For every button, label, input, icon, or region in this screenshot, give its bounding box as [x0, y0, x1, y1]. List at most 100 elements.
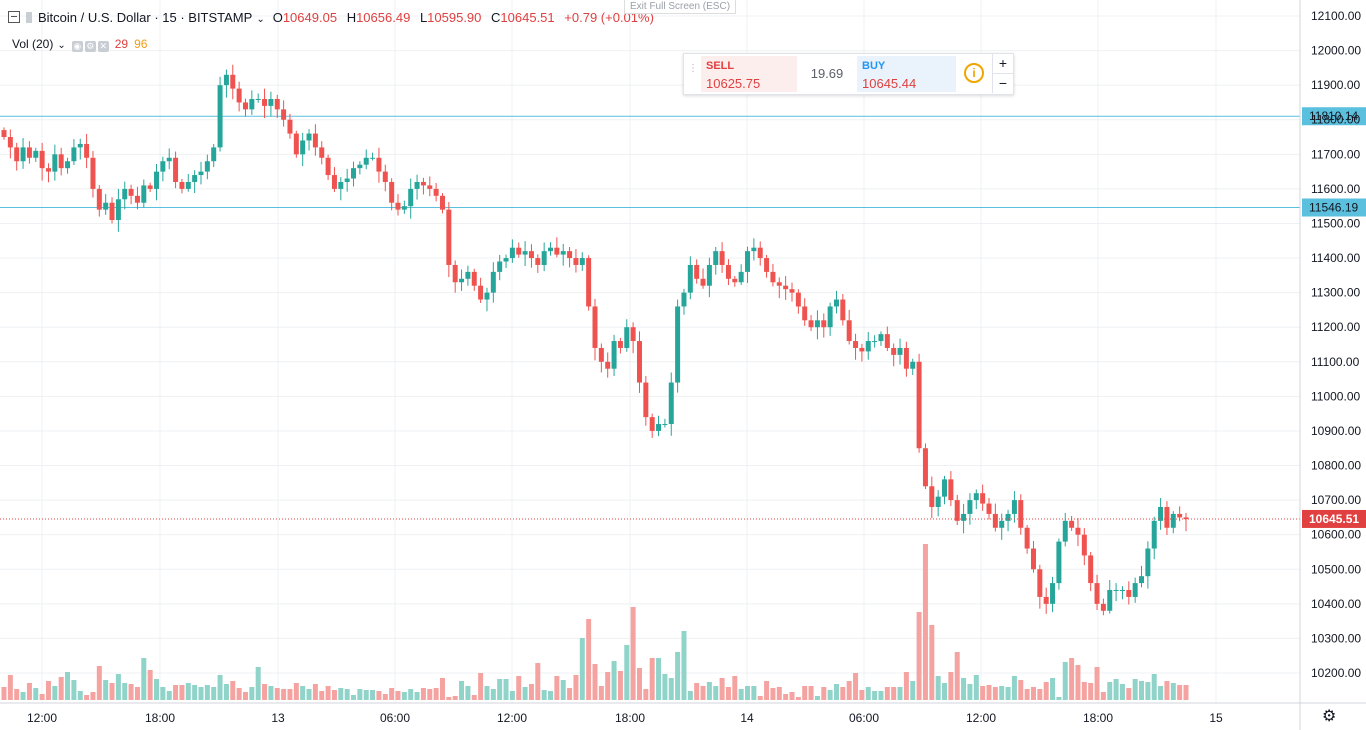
eye-icon[interactable]: ◉: [71, 41, 83, 52]
candle-body: [630, 327, 636, 342]
candle-body: [1011, 500, 1017, 514]
volume-bar: [160, 687, 166, 700]
candle-body: [497, 261, 503, 272]
low-label: L: [419, 10, 428, 25]
candle-body: [770, 271, 776, 283]
symbol-legend: Bitcoin / U.S. Dollar · 15 · BITSTAMP ⌄ O1…: [8, 10, 654, 25]
collapse-icon[interactable]: [8, 11, 20, 23]
candle-body: [357, 164, 363, 169]
close-icon[interactable]: ✕: [97, 41, 109, 52]
volume-bar: [567, 688, 573, 700]
drag-handle-icon[interactable]: ⋮⋮: [688, 63, 708, 74]
sell-button[interactable]: SELL 10625.75: [701, 56, 797, 92]
volume-bar: [338, 688, 344, 700]
info-icon[interactable]: i: [964, 63, 984, 83]
volume-label[interactable]: Vol (20): [12, 37, 54, 51]
volume-bar: [668, 678, 674, 700]
volume-bar: [166, 691, 172, 700]
candle-body: [52, 154, 58, 172]
candle-body: [1164, 507, 1170, 528]
candle-body: [1005, 513, 1011, 521]
volume-bar: [948, 672, 954, 700]
volume-bar: [1132, 679, 1138, 700]
gear-icon[interactable]: ⚙: [84, 41, 96, 52]
volume-bar: [833, 684, 839, 700]
volume-bar: [929, 625, 935, 700]
candle-body: [827, 306, 833, 328]
exit-fullscreen-button[interactable]: Exit Full Screen (ESC): [624, 0, 737, 14]
candle-body: [141, 185, 147, 203]
candle-body: [649, 417, 655, 431]
volume-bar: [65, 672, 71, 700]
chevron-down-icon[interactable]: ⌄: [256, 14, 265, 25]
candle-body: [363, 157, 369, 165]
volume-bar: [452, 696, 458, 700]
volume-bar: [319, 691, 325, 700]
volume-bar: [814, 696, 820, 700]
last-price-label: 10645.51: [1309, 512, 1359, 526]
y-tick-label: 12000.00: [1311, 44, 1361, 58]
candle-body: [395, 202, 401, 210]
candle-body: [567, 251, 573, 259]
candle-body: [39, 150, 45, 169]
volume-bar: [992, 687, 998, 700]
volume-bar: [71, 680, 77, 700]
volume-bar: [376, 691, 382, 700]
volume-bar: [77, 691, 83, 700]
minus-button[interactable]: −: [992, 73, 1013, 93]
x-tick-label: 15: [1209, 711, 1223, 725]
volume-bar: [745, 686, 751, 700]
volume-bar: [891, 687, 897, 700]
candle-body: [134, 195, 140, 203]
candle-body: [745, 251, 751, 272]
candle-body: [643, 382, 649, 418]
candle-body: [503, 258, 509, 262]
volume-bar: [1183, 685, 1189, 700]
candle-body: [319, 147, 325, 158]
candle-body: [1018, 500, 1024, 528]
volume-bar: [300, 686, 306, 700]
candle-body: [757, 247, 763, 259]
volume-bar: [1107, 682, 1113, 700]
high-label: H: [346, 10, 357, 25]
candle-body: [592, 306, 598, 348]
volume-bar: [522, 687, 528, 700]
x-tick-label: 12:00: [27, 711, 57, 725]
volume-bar: [14, 689, 20, 700]
candle-body: [115, 199, 121, 221]
volume-bar: [751, 686, 757, 700]
candle-body: [662, 424, 668, 426]
candle-body: [109, 202, 115, 221]
candle-body: [14, 147, 20, 162]
open-value: 10649.05: [282, 10, 338, 25]
buy-button[interactable]: BUY 10645.44: [857, 56, 956, 92]
candle-body: [961, 513, 967, 521]
candle-body: [96, 188, 102, 210]
candle-body: [586, 258, 592, 307]
volume-bar: [1119, 684, 1125, 700]
volume-bar: [26, 683, 32, 700]
volume-legend: Vol (20) ⌄ ◉ ⚙ ✕ 29 96: [12, 37, 147, 52]
symbol-title[interactable]: Bitcoin / U.S. Dollar · 15 · BITSTAMP: [38, 10, 253, 25]
plus-button[interactable]: +: [992, 54, 1013, 73]
candle-body: [783, 285, 789, 290]
volume-bar: [33, 688, 39, 700]
volume-bar: [662, 674, 668, 700]
volume-bar: [281, 689, 287, 700]
candle-body: [922, 448, 928, 487]
candle-body: [764, 258, 770, 272]
volume-bar: [465, 686, 471, 700]
candle-body: [878, 334, 884, 342]
candle-body: [351, 168, 357, 179]
chevron-down-icon[interactable]: ⌄: [57, 40, 66, 51]
y-tick-label: 11200.00: [1311, 320, 1360, 334]
y-tick-label: 11800.00: [1311, 113, 1360, 127]
gear-icon[interactable]: ⚙: [1322, 708, 1337, 725]
horizontal-lines[interactable]: 11810.14 11546.19: [0, 107, 1366, 217]
candle-body: [471, 271, 477, 286]
volume-bar: [865, 687, 871, 700]
volume-bar: [382, 694, 388, 700]
flag-icon[interactable]: [26, 12, 32, 23]
candle-body: [903, 347, 909, 369]
